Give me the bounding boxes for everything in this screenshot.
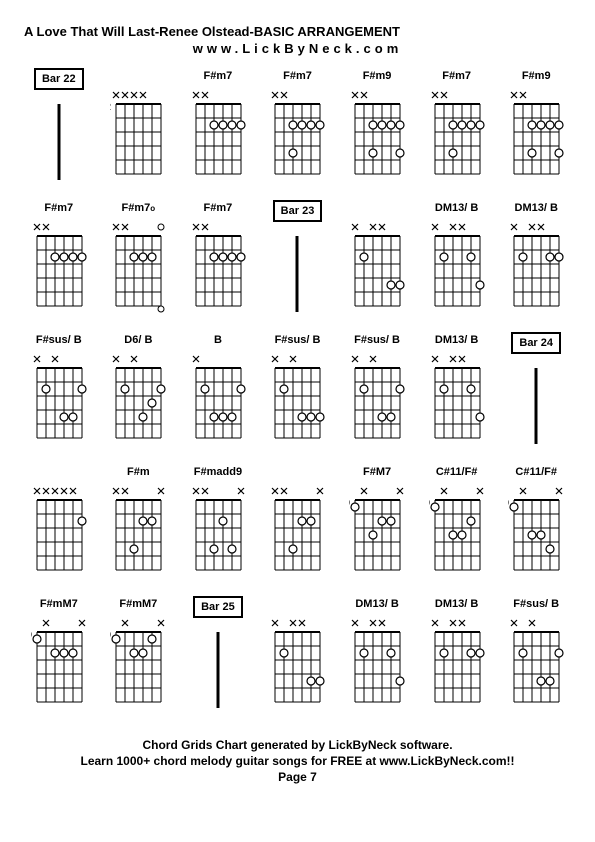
chord-diagram: DM13/ B <box>422 332 492 454</box>
chord-diagram <box>24 464 94 586</box>
footer-line-1: Chord Grids Chart generated by LickByNec… <box>24 738 571 752</box>
chord-label: F#sus/ B <box>275 332 321 348</box>
chord-diagram: F#sus/ B <box>263 332 333 454</box>
chord-label: F#madd9 <box>194 464 242 480</box>
chord-diagram: F#madd9 <box>183 464 253 586</box>
chord-diagram: B <box>183 332 253 454</box>
chord-label <box>137 68 140 84</box>
chord-label: F#m7 <box>44 200 73 216</box>
chord-diagram <box>342 200 412 322</box>
svg-text:2: 2 <box>110 102 111 113</box>
chord-label: F#mM7 <box>40 596 78 612</box>
chord-label: C#11/F# <box>436 464 478 480</box>
chord-label: DM13/ B <box>435 200 478 216</box>
chord-label: F#sus/ B <box>354 332 400 348</box>
chord-label: F#m7 <box>283 68 312 84</box>
chord-diagram: DM13/ B <box>501 200 571 322</box>
chord-label: C#11/F# <box>515 464 557 480</box>
bar-marker: Bar 24 <box>501 332 571 454</box>
chord-diagram: DM13/ B <box>342 596 412 718</box>
chord-diagram: F#m7o <box>104 200 174 322</box>
chord-diagram: F#sus/ B <box>342 332 412 454</box>
chord-diagram: F#m7 <box>183 200 253 322</box>
svg-text:9: 9 <box>349 498 350 509</box>
chord-diagram: F#mM7 9 <box>24 596 94 718</box>
svg-text:9: 9 <box>110 630 111 641</box>
chord-grid: Bar 22 2F#m7F#m7F#m9F#m7F#m9F#m7F#m7oF#m… <box>24 68 571 718</box>
chord-label: F#m7 <box>442 68 471 84</box>
chord-label: DM13/ B <box>435 596 478 612</box>
bar-marker: Bar 23 <box>263 200 333 322</box>
chord-label: F#m9 <box>363 68 392 84</box>
chord-label <box>57 464 60 480</box>
chord-diagram: 2 <box>104 68 174 190</box>
bar-label: Bar 22 <box>34 68 84 90</box>
chord-label: B <box>214 332 222 348</box>
chord-diagram: C#11/F# 9 <box>422 464 492 586</box>
chord-diagram: F#sus/ B <box>501 596 571 718</box>
bar-label: Bar 25 <box>193 596 243 618</box>
chord-diagram: F#m9 <box>342 68 412 190</box>
chord-label: F#M7 <box>363 464 391 480</box>
svg-text:9: 9 <box>429 498 430 509</box>
chord-diagram: F#m7 <box>24 200 94 322</box>
chord-label: F#sus/ B <box>513 596 559 612</box>
chord-diagram: F#mM7 9 <box>104 596 174 718</box>
chord-diagram: F#m7 <box>422 68 492 190</box>
chord-label: DM13/ B <box>355 596 398 612</box>
chord-label: F#m9 <box>522 68 551 84</box>
chord-label: F#m7 <box>204 68 233 84</box>
chord-label: DM13/ B <box>435 332 478 348</box>
chord-diagram: DM13/ B <box>422 200 492 322</box>
chord-diagram: DM13/ B <box>422 596 492 718</box>
page-title: A Love That Will Last-Renee Olstead-BASI… <box>24 24 571 39</box>
bar-label: Bar 24 <box>511 332 561 354</box>
chord-diagram: F#m7 <box>263 68 333 190</box>
chord-diagram: F#m9 <box>501 68 571 190</box>
chord-diagram <box>263 596 333 718</box>
chord-diagram: C#11/F# 9 <box>501 464 571 586</box>
svg-text:9: 9 <box>508 498 509 509</box>
chord-diagram: F#m7 <box>183 68 253 190</box>
chord-label <box>296 464 299 480</box>
chord-label: F#m7 <box>204 200 233 216</box>
chord-diagram <box>263 464 333 586</box>
chord-label <box>296 596 299 612</box>
chord-label: F#sus/ B <box>36 332 82 348</box>
chord-label: DM13/ B <box>515 200 558 216</box>
chord-diagram: F#sus/ B <box>24 332 94 454</box>
chord-label: D6/ B <box>124 332 152 348</box>
bar-marker: Bar 25 <box>183 596 253 718</box>
footer-line-2: Learn 1000+ chord melody guitar songs fo… <box>24 754 571 768</box>
svg-text:9: 9 <box>31 630 32 641</box>
chord-label: F#m <box>127 464 150 480</box>
footer-page: Page 7 <box>24 770 571 784</box>
footer: Chord Grids Chart generated by LickByNec… <box>24 738 571 784</box>
bar-marker: Bar 22 <box>24 68 94 190</box>
chord-label: F#m7o <box>122 200 156 216</box>
chord-label <box>376 200 379 216</box>
chord-label: F#mM7 <box>119 596 157 612</box>
chord-diagram: F#m <box>104 464 174 586</box>
chord-diagram: D6/ B <box>104 332 174 454</box>
chord-diagram: F#M7 9 <box>342 464 412 586</box>
bar-label: Bar 23 <box>273 200 323 222</box>
page-url: www.LickByNeck.com <box>24 41 571 56</box>
